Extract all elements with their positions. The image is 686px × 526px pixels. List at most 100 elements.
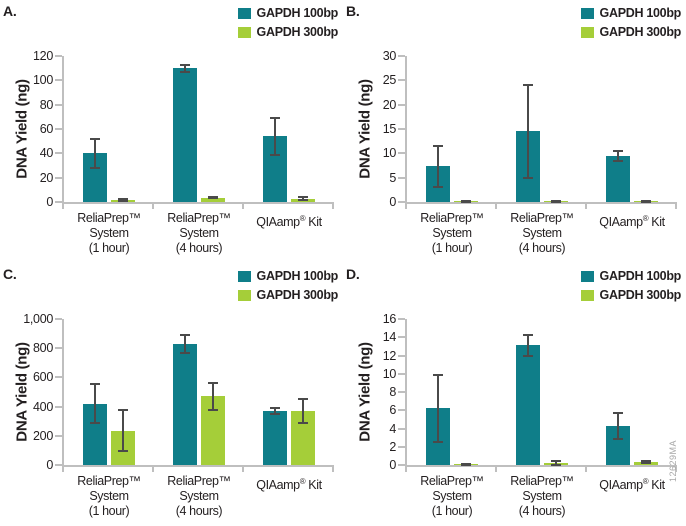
category-label-line: ReliaPrep™ — [420, 474, 484, 488]
plot-area: 0 200 400 600 800 1,000 ReliaPrep™ System (1 hou… — [23, 312, 334, 518]
y-tick-label: 8 — [389, 385, 396, 399]
x-tick-mark — [585, 467, 587, 472]
x-tick-mark — [332, 204, 334, 209]
y-axis-title: DNA Yield (ng) — [13, 79, 31, 179]
y-tick-label: 120 — [33, 49, 53, 63]
plot-area: 0 5 10 15 20 25 30 ReliaPrep™ System (1 hour) Reli… — [383, 49, 677, 255]
y-tick-mark — [398, 391, 405, 393]
y-tick-label: 10 — [382, 366, 397, 381]
y-tick-label: 14 — [382, 330, 397, 345]
legend-swatch-300bp — [237, 289, 251, 301]
y-tick-label: 30 — [382, 49, 397, 63]
error-bar-cap-bottom — [270, 153, 280, 156]
plot-area: 0 20 40 60 80 100 120 ReliaPrep™ System (1 hour) R… — [33, 49, 334, 255]
panel-D: D. GAPDH 100bp GAPDH 300bp DNA Yield (ng) 0 2… — [343, 263, 686, 526]
error-bar-line — [274, 118, 276, 155]
y-tick-label: 2 — [389, 439, 396, 454]
error-bar-line — [274, 408, 276, 414]
error-bar-line — [94, 138, 96, 168]
x-tick-mark — [675, 204, 677, 209]
category-label-line: (4 hours) — [518, 504, 566, 518]
legend-label: GAPDH 300bp — [256, 25, 339, 39]
y-axis-title: DNA Yield (ng) — [356, 79, 374, 179]
error-bar-cap-top — [90, 382, 100, 385]
category-label-line: System — [522, 489, 562, 503]
legend: GAPDH 100bp GAPDH 300bp — [237, 6, 339, 44]
category-label-line: System — [432, 489, 472, 503]
error-bar-cap-bottom — [298, 199, 308, 202]
error-bar-cap-top — [208, 381, 218, 384]
error-bar-cap-top — [180, 334, 190, 337]
bar-gapdh-300bp-group2 — [201, 197, 225, 202]
error-bar-line — [555, 460, 557, 465]
error-bar-cap-bottom — [433, 441, 443, 444]
error-bar-cap-top — [523, 84, 533, 87]
y-tick-mark — [398, 372, 405, 375]
y-tick-mark — [55, 318, 62, 320]
error-bar-cap-bottom — [523, 354, 533, 357]
y-tick-mark — [55, 405, 62, 408]
y-tick-mark — [55, 79, 62, 82]
category-label-group3: QIAamp® Kit — [244, 211, 334, 230]
error-bar-line — [617, 150, 619, 161]
error-bar-cap-bottom — [90, 422, 100, 425]
legend-swatch-300bp — [580, 26, 594, 38]
y-tick-mark — [55, 152, 62, 155]
category-label-group1: ReliaPrep™ System (1 hour) — [407, 211, 497, 256]
legend: GAPDH 100bp GAPDH 300bp — [580, 6, 681, 44]
error-bar-cap-bottom — [641, 462, 651, 465]
x-tick-mark — [675, 467, 677, 472]
y-tick-mark — [398, 464, 405, 466]
y-tick-label: 0 — [389, 195, 396, 209]
error-bar-line — [184, 64, 186, 72]
panel-C: C. GAPDH 100bp GAPDH 300bp DNA Yield (ng) 0 2… — [0, 263, 343, 526]
y-tick-mark — [55, 103, 62, 106]
y-tick-mark — [55, 128, 62, 130]
legend-swatch-100bp — [580, 270, 594, 282]
y-tick-label: 6 — [389, 403, 396, 418]
x-tick-mark — [242, 204, 244, 209]
error-bar-cap-bottom — [208, 409, 218, 412]
y-tick-mark — [55, 376, 62, 379]
error-bar-cap-bottom — [298, 422, 308, 425]
x-tick-mark — [62, 204, 64, 209]
y-tick-label: 200 — [33, 428, 53, 443]
bar-gapdh-100bp-group3 — [263, 410, 287, 465]
y-tick-label: 0 — [46, 458, 53, 472]
registered-mark: ® — [299, 477, 306, 486]
category-label-group2: ReliaPrep™ System (4 hours) — [497, 474, 587, 519]
error-bar-line — [302, 398, 304, 424]
error-bar-line — [184, 335, 186, 353]
error-bar-cap-top — [433, 373, 443, 376]
category-label-line: ReliaPrep™ — [167, 211, 231, 225]
error-bar-line — [212, 382, 214, 411]
error-bar-cap-bottom — [433, 185, 443, 188]
y-tick-mark — [398, 152, 405, 155]
category-label-group1: ReliaPrep™ System (1 hour) — [407, 474, 497, 519]
y-tick-mark — [398, 336, 405, 339]
x-tick-mark — [152, 204, 154, 209]
category-label-line: ReliaPrep™ — [77, 211, 141, 225]
error-bar-cap-top — [90, 137, 100, 140]
legend-label: GAPDH 100bp — [256, 6, 339, 20]
y-tick-label: 5 — [389, 170, 396, 185]
category-label-line: ReliaPrep™ — [510, 211, 574, 225]
error-bar-cap-top — [180, 63, 190, 66]
y-tick-label: 20 — [39, 170, 54, 185]
category-label-line: (1 hour) — [431, 241, 473, 255]
category-label-line: (1 hour) — [431, 504, 473, 518]
error-bar-cap-top — [208, 196, 218, 199]
category-label-line: QIAamp® Kit — [599, 477, 665, 493]
y-tick-mark — [398, 176, 405, 179]
y-tick-mark — [398, 427, 405, 430]
y-tick-mark — [398, 318, 405, 320]
error-bar-cap-top — [523, 334, 533, 337]
category-label-group3: QIAamp® Kit — [587, 474, 677, 493]
category-label-line: System — [179, 226, 219, 240]
y-tick-label: 800 — [33, 341, 53, 356]
legend-label: GAPDH 300bp — [599, 288, 682, 302]
category-label-group2: ReliaPrep™ System (4 hours) — [497, 211, 587, 256]
category-label-line: QIAamp® Kit — [256, 214, 322, 230]
error-bar-cap-top — [298, 397, 308, 400]
error-bar-line — [527, 335, 529, 356]
